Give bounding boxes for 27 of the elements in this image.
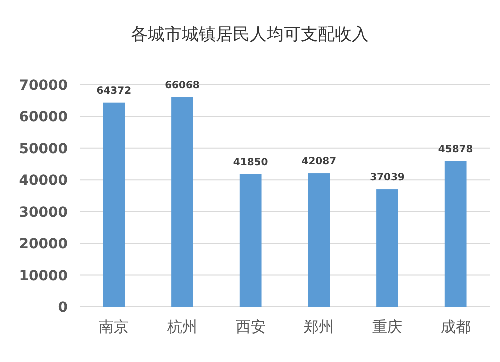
bar [376,190,398,307]
bar [308,174,330,307]
y-tick-label: 60000 [19,110,68,126]
x-tick-label: 西安 [236,318,266,336]
y-tick-label: 50000 [19,141,68,158]
x-tick-label: 重庆 [372,318,402,336]
bar [240,174,262,307]
data-label: 64372 [96,86,132,97]
y-tick-label: 0 [58,300,68,316]
x-tick-label: 成都 [440,318,471,336]
y-tick-label: 70000 [19,78,68,94]
bar [172,97,194,307]
data-label: 66068 [165,80,200,92]
data-label: 37039 [370,172,405,184]
chart-title: 各城市城镇居民人均可支配收入 [131,25,369,45]
data-label: 45878 [438,144,474,156]
y-tick-label: 10000 [19,268,68,284]
bar [103,102,126,307]
y-tick-label: 20000 [19,236,68,253]
x-tick-label: 杭州 [166,318,198,336]
y-tick-label: 40000 [19,173,68,190]
x-tick-label: 南京 [99,318,130,336]
bar [444,162,467,307]
y-tick-label: 30000 [19,204,68,221]
data-label: 42087 [302,156,337,168]
x-tick-label: 郑州 [304,318,334,336]
data-label: 41850 [233,157,268,168]
